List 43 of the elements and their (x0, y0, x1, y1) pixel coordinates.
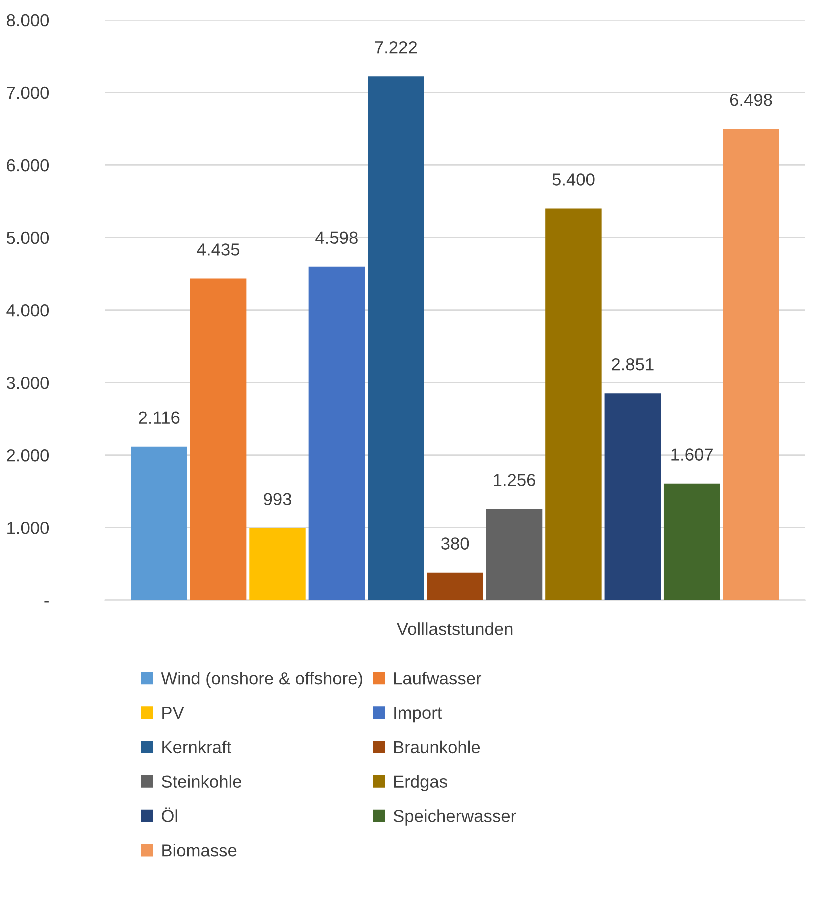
y-tick-label: 7.000 (7, 86, 50, 100)
y-tick-label: 4.000 (6, 304, 50, 317)
data-label: 4.435 (197, 244, 240, 256)
legend-label: Braunkohle (394, 740, 480, 754)
data-label: 4.598 (316, 232, 358, 244)
x-tick-label: Volllaststunden (397, 622, 513, 636)
data-label: 2.116 (139, 412, 180, 424)
data-label: 6.498 (730, 94, 772, 106)
legend-label: Biomasse (162, 844, 237, 857)
bar (427, 572, 484, 600)
legend-label: Steinkohle (162, 775, 242, 788)
bar (546, 208, 602, 600)
data-label: 2.851 (612, 358, 654, 371)
y-tick-label: - (44, 601, 49, 603)
data-label: 993 (264, 493, 292, 506)
y-tick-label: 5.000 (6, 232, 50, 244)
legend-label: Laufwasser (394, 672, 482, 685)
bar (250, 528, 306, 600)
bar (723, 129, 780, 600)
y-tick-label: 2.000 (7, 449, 50, 462)
bar (308, 266, 366, 600)
y-tick-label: 1.000 (8, 522, 50, 534)
bar (664, 484, 720, 600)
y-tick-label: 6.000 (7, 159, 50, 172)
data-label: 5.400 (552, 174, 595, 186)
legend-label: Wind (onshore & offshore) (161, 672, 362, 688)
legend-label: PV (162, 707, 184, 719)
bar (190, 278, 247, 600)
data-label: 1.256 (494, 474, 536, 486)
data-label: 7.222 (375, 41, 417, 54)
bar (604, 394, 662, 600)
data-label: 380 (442, 538, 470, 550)
legend-label: Import (394, 707, 442, 723)
bar (131, 446, 188, 600)
bar (368, 76, 424, 600)
legend-label: Erdgas (394, 775, 448, 792)
legend-label: Speicherwasser (394, 810, 516, 826)
y-tick-label: 8.000 (7, 14, 50, 27)
bar (486, 509, 543, 600)
data-label: 1.607 (672, 448, 713, 461)
legend-label: Öl (162, 808, 178, 822)
y-tick-label: 3.000 (6, 376, 50, 390)
legend-label: Kernkraft (162, 740, 232, 754)
